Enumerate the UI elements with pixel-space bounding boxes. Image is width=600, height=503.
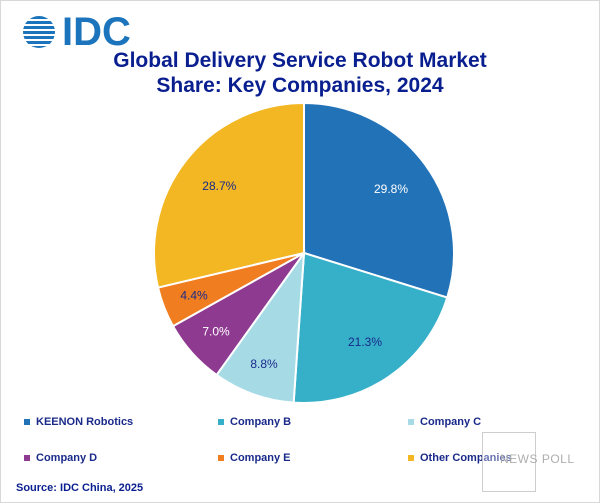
globe-icon: [23, 16, 55, 48]
legend-label-5: Company E: [230, 452, 291, 464]
pie-slice-1: [303, 101, 455, 299]
legend-item-4: Company D: [24, 452, 97, 464]
legend-item-1: KEENON Robotics: [24, 416, 133, 428]
source-note: Source: IDC China, 2025: [16, 482, 144, 494]
chart-title: Global Delivery Service Robot Market Sha…: [0, 48, 600, 98]
legend: KEENON Robotics Company B Company C Company…: [0, 412, 600, 472]
idc-logo: IDC: [22, 10, 131, 54]
legend-label-3: Company C: [420, 416, 482, 428]
legend-swatch-4: [24, 455, 30, 461]
chart-title-line-2: Share: Key Companies, 2024: [156, 74, 444, 97]
legend-item-6: Other Companies: [408, 452, 512, 464]
legend-swatch-1: [24, 419, 30, 425]
legend-swatch-5: [218, 455, 224, 461]
legend-label-1: KEENON Robotics: [36, 416, 134, 428]
legend-swatch-6: [408, 455, 414, 461]
legend-swatch-3: [408, 419, 414, 425]
legend-label-4: Company D: [36, 452, 98, 464]
pie-slice-6: [153, 101, 305, 289]
legend-label-6: Other Companies: [420, 452, 512, 464]
slice-label-5: 4.4%: [180, 289, 208, 303]
pie-slice-2: [292, 251, 449, 404]
slice-label-2: 21.3%: [348, 335, 382, 349]
watermark-text: NEWS POLL: [500, 452, 575, 466]
chart-title-line-1: Global Delivery Service Robot Market: [113, 49, 487, 72]
slice-label-3: 8.8%: [250, 357, 278, 371]
legend-item-5: Company E: [218, 452, 291, 464]
logo-text: IDC: [62, 10, 131, 54]
pie-slice-3: [215, 249, 306, 404]
slice-label-6: 28.7%: [202, 179, 236, 193]
legend-swatch-2: [218, 419, 224, 425]
slice-label-1: 29.8%: [374, 182, 408, 196]
slice-label-4: 7.0%: [202, 325, 230, 339]
legend-item-3: Company C: [408, 416, 481, 428]
watermark-box: [482, 432, 536, 492]
legend-label-2: Company B: [230, 416, 292, 428]
legend-item-2: Company B: [218, 416, 291, 428]
